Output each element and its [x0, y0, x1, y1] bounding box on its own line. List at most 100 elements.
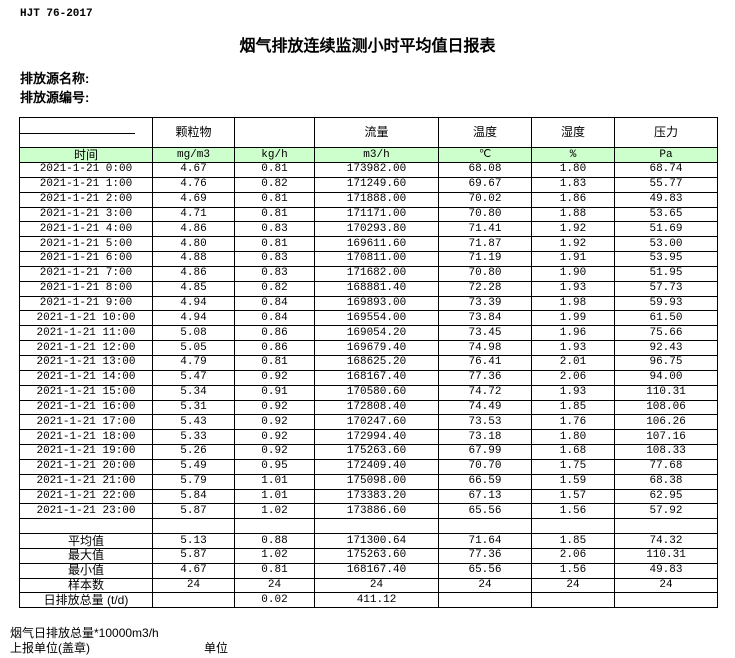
cell: 59.93	[614, 295, 718, 312]
cell: 0.86	[234, 325, 315, 342]
cell: 颗粒物	[152, 117, 235, 148]
cell: 73.53	[438, 414, 532, 431]
stats-row: 最大值 5.87 1.02 175263.60 77.36 2.06 110.31	[19, 547, 718, 564]
cell: 74.49	[438, 399, 532, 416]
cell: 71.19	[438, 251, 532, 267]
cell: 0.92	[234, 369, 315, 386]
cell: 1.80	[531, 429, 615, 446]
cell: 最大值	[19, 547, 153, 564]
cell: 171300.64	[314, 533, 439, 549]
cell: 76.41	[438, 354, 532, 371]
data-row: 2021-1-21 13:00 4.79 0.81 168625.20 76.41 2.0…	[19, 354, 718, 371]
cell	[234, 117, 315, 148]
cell: 172994.40	[314, 429, 439, 446]
cell: 最小值	[19, 562, 153, 579]
cell: 171682.00	[314, 265, 439, 282]
cell: 168881.40	[314, 280, 439, 297]
cell	[314, 518, 439, 535]
data-row: 2021-1-21 1:00 4.76 0.82 171249.60 69.67 1.83…	[19, 176, 718, 193]
cell: 65.56	[438, 562, 532, 579]
cell: 24	[438, 577, 532, 594]
cell: 77.68	[614, 458, 718, 475]
cell: 173383.20	[314, 488, 439, 505]
cell: 4.94	[152, 310, 235, 327]
cell: 68.74	[614, 162, 718, 178]
cell: 1.59	[531, 473, 615, 490]
cell: 0.02	[234, 592, 315, 609]
data-row: 2021-1-21 3:00 4.71 0.81 171171.00 70.80 1.88…	[19, 206, 718, 223]
cell: 73.84	[438, 310, 532, 327]
cell: 4.80	[152, 236, 235, 253]
cell: 73.39	[438, 295, 532, 312]
data-row: 2021-1-21 4:00 4.86 0.83 170293.80 71.41 1.92…	[19, 221, 718, 238]
cell: 53.00	[614, 236, 718, 253]
cell: 1.93	[531, 384, 615, 401]
cell: 0.92	[234, 414, 315, 431]
cell: 75.66	[614, 325, 718, 342]
cell: 2021-1-21 0:00	[19, 162, 153, 178]
cell: 49.83	[614, 191, 718, 208]
cell: 0.81	[234, 354, 315, 371]
cell: 2021-1-21 14:00	[19, 369, 153, 386]
cell: 24	[531, 577, 615, 594]
cell: 2021-1-21 10:00	[19, 310, 153, 327]
cell: 70.70	[438, 458, 532, 475]
cell: 0.92	[234, 399, 315, 416]
data-row: 2021-1-21 6:00 4.88 0.83 170811.00 71.19 1.91…	[19, 251, 718, 267]
cell: 1.75	[531, 458, 615, 475]
cell: 168625.20	[314, 354, 439, 371]
data-row: 2021-1-21 12:00 5.05 0.86 169679.40 74.98 1.9…	[19, 340, 718, 356]
cell: 2021-1-21 18:00	[19, 429, 153, 446]
cell: 175263.60	[314, 444, 439, 460]
cell	[614, 518, 718, 535]
cell: 2021-1-21 13:00	[19, 354, 153, 371]
cell: 5.87	[152, 503, 235, 520]
stats-row: 最小值 4.67 0.81 168167.40 65.56 1.56 49.83	[19, 562, 718, 579]
cell: 2.01	[531, 354, 615, 371]
cell: 172808.40	[314, 399, 439, 416]
stats-row: 平均值 5.13 0.88 171300.64 71.64 1.85 74.32	[19, 533, 718, 549]
cell: 5.84	[152, 488, 235, 505]
cell: 4.85	[152, 280, 235, 297]
cell: 2021-1-21 5:00	[19, 236, 153, 253]
cell: 1.85	[531, 399, 615, 416]
cell: 53.95	[614, 251, 718, 267]
cell	[234, 518, 315, 535]
cell: 0.88	[234, 533, 315, 549]
cell: 4.79	[152, 354, 235, 371]
cell: 时间	[19, 147, 153, 163]
cell: 77.36	[438, 369, 532, 386]
cell: 1.86	[531, 191, 615, 208]
cell: 171888.00	[314, 191, 439, 208]
cell: 74.32	[614, 533, 718, 549]
cell: 71.41	[438, 221, 532, 238]
cell: 1.56	[531, 503, 615, 520]
cell: 2021-1-21 21:00	[19, 473, 153, 490]
cell: 65.56	[438, 503, 532, 520]
cell: 171171.00	[314, 206, 439, 223]
cell: 0.82	[234, 176, 315, 193]
cell: 0.81	[234, 562, 315, 579]
data-row: 2021-1-21 22:00 5.84 1.01 173383.20 67.13 1.5…	[19, 488, 718, 505]
cell: 0.95	[234, 458, 315, 475]
cell: 24	[314, 577, 439, 594]
data-row: 2021-1-21 15:00 5.34 0.91 170580.60 74.72 1.9…	[19, 384, 718, 401]
cell: 68.38	[614, 473, 718, 490]
cell: 5.87	[152, 547, 235, 564]
cell: 2021-1-21 20:00	[19, 458, 153, 475]
cell: 1.91	[531, 251, 615, 267]
cell: 1.02	[234, 547, 315, 564]
cell: 70.02	[438, 191, 532, 208]
header-row: 颗粒物 流量 温度 湿度 压力	[19, 117, 718, 148]
data-row: 2021-1-21 16:00 5.31 0.92 172808.40 74.49 1.8…	[19, 399, 718, 416]
cell: 70.80	[438, 265, 532, 282]
cell: 4.88	[152, 251, 235, 267]
cell: 5.33	[152, 429, 235, 446]
cell: 110.31	[614, 547, 718, 564]
cell: 72.28	[438, 280, 532, 297]
cell: 4.86	[152, 265, 235, 282]
cell: 172409.40	[314, 458, 439, 475]
cell: 5.13	[152, 533, 235, 549]
cell: 107.16	[614, 429, 718, 446]
cell: 2.06	[531, 369, 615, 386]
